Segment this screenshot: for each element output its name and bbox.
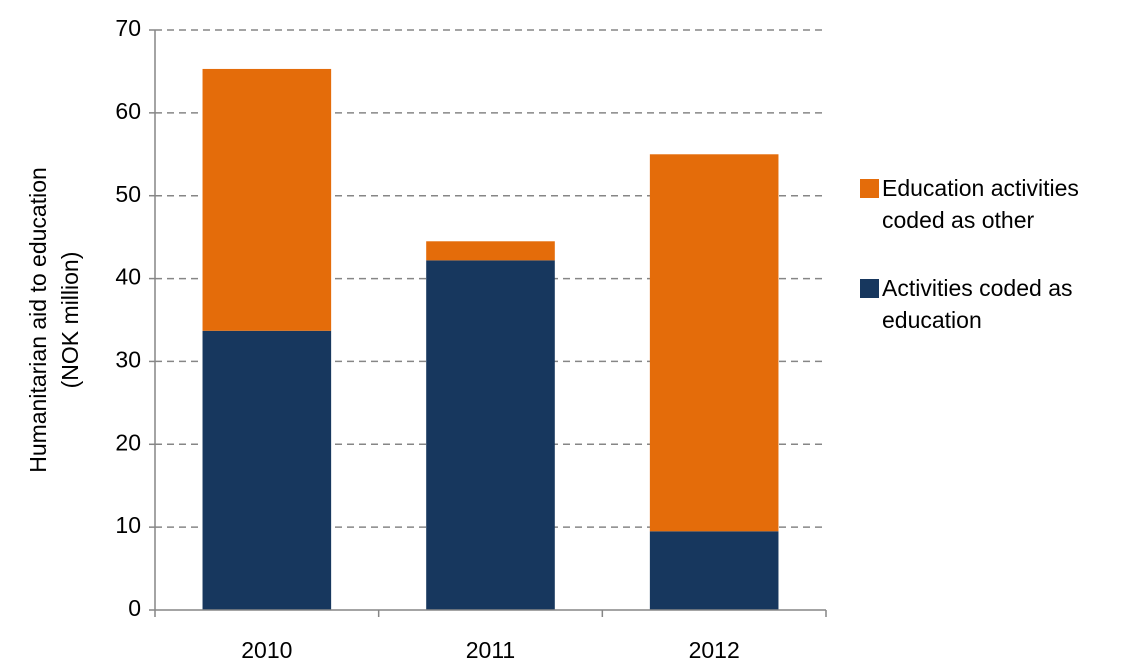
x-tick-label: 2012 [689, 637, 740, 663]
bar-segment [649, 531, 779, 610]
y-axis-label: Humanitarian aid to education [25, 167, 51, 473]
legend-label: Education activities coded as other [882, 175, 1079, 233]
x-tick-label: 2011 [466, 637, 515, 663]
bar-segment [426, 241, 555, 261]
y-tick-label: 70 [115, 15, 141, 41]
legend-swatch [860, 279, 879, 298]
y-tick-label: 30 [115, 347, 141, 373]
bar-segment [649, 154, 779, 532]
y-axis-label: (NOK million) [57, 252, 83, 389]
y-tick-label: 20 [115, 429, 141, 455]
y-tick-label: 50 [115, 181, 141, 207]
x-tick-label: 2010 [241, 637, 292, 663]
y-tick-label: 10 [115, 512, 141, 538]
y-tick-label: 0 [128, 595, 141, 621]
legend-label: Activities coded as education [882, 275, 1073, 333]
y-tick-label: 60 [115, 98, 141, 124]
bar-segment [202, 68, 332, 331]
legend-swatch [860, 179, 879, 198]
y-tick-label: 40 [115, 264, 141, 290]
bar-segment [202, 330, 332, 610]
bar-segment [426, 260, 555, 610]
